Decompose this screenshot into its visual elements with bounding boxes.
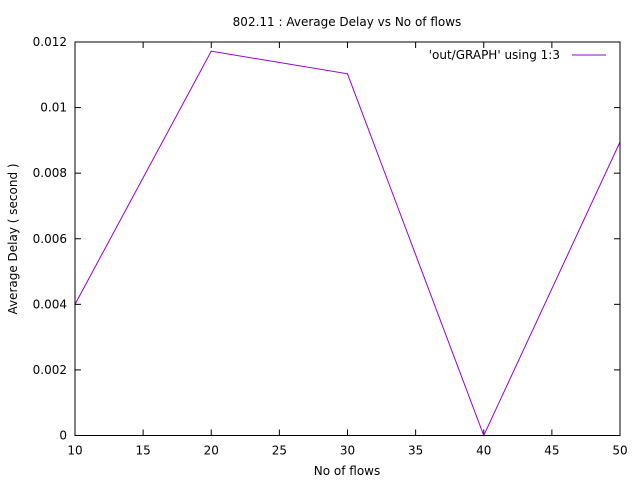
y-tick-label: 0.006 — [33, 232, 67, 246]
data-point — [210, 50, 212, 52]
data-point — [346, 73, 349, 75]
series-line — [74, 50, 621, 437]
x-tick-label: 15 — [135, 444, 150, 458]
x-tick-label: 45 — [544, 444, 559, 458]
y-tick-label: 0.008 — [33, 166, 67, 180]
x-tick-label: 50 — [612, 444, 627, 458]
y-tick-label: 0.002 — [33, 363, 67, 377]
x-tick-label: 10 — [67, 444, 82, 458]
x-axis-label: No of flows — [314, 464, 380, 478]
series-group — [74, 50, 621, 437]
x-tick-label: 25 — [272, 444, 287, 458]
legend: 'out/GRAPH' using 1:3 — [429, 48, 606, 62]
y-tick-label: 0.01 — [40, 101, 67, 115]
legend-label: 'out/GRAPH' using 1:3 — [429, 48, 560, 62]
x-tick-label: 20 — [204, 444, 219, 458]
plot-frame — [74, 41, 621, 436]
x-tick-label: 35 — [408, 444, 423, 458]
y-tick-label: 0 — [59, 429, 67, 443]
chart-title: 802.11 : Average Delay vs No of flows — [233, 15, 462, 29]
x-tick-label: 30 — [340, 444, 355, 458]
axis-ticks: 10 15 20 25 30 35 40 45 50 0 0.002 0.004 0.006 0.008 0… — [33, 35, 628, 458]
y-tick-label: 0.004 — [33, 297, 67, 311]
y-tick-label: 0.012 — [33, 35, 67, 49]
y-axis-label: Average Delay ( second ) — [6, 163, 20, 314]
x-tick-label: 40 — [476, 444, 491, 458]
